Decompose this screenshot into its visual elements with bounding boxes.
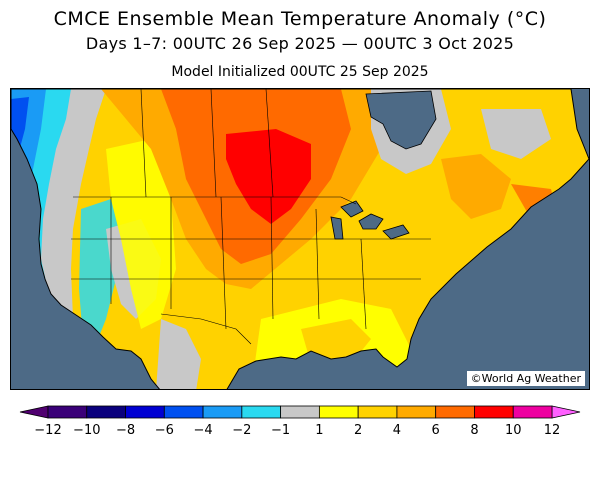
political-borders	[71, 89, 431, 345]
anomaly-colorbar: −12 −10 −8 −6 −4 −2 −1 1 2 4 6 8 10 12	[19, 405, 581, 438]
map-canvas	[11, 89, 589, 389]
colorbar-bin	[125, 405, 165, 419]
colorbar-tick-label: −6	[155, 423, 174, 438]
colorbar-low-extend	[19, 405, 49, 419]
colorbar-tick-label: 4	[393, 423, 401, 438]
colorbar-bin	[318, 405, 359, 419]
colorbar-tick-label: −10	[73, 423, 100, 438]
colorbar-bin	[396, 405, 437, 419]
colorbar-bin	[86, 405, 126, 419]
colorbar-tick-label: 8	[470, 423, 478, 438]
colorbar-tick-label: −8	[116, 423, 135, 438]
colorbar-bin	[512, 405, 553, 419]
colorbar-tick-label: −1	[271, 423, 290, 438]
colorbar-tick-label: −12	[34, 423, 61, 438]
forecast-period: Days 1–7: 00UTC 26 Sep 2025 — 00UTC 3 Oc…	[85, 34, 515, 53]
temperature-anomaly-map: ©World Ag Weather	[10, 88, 590, 390]
colorbar-tick-label: −2	[232, 423, 251, 438]
colorbar-bin	[280, 405, 320, 419]
hudson-bay	[365, 90, 437, 150]
great-lakes	[330, 200, 410, 240]
colorbar-tick-label: −4	[193, 423, 212, 438]
colorbar-high-extend	[551, 405, 581, 419]
colorbar-bin	[474, 405, 514, 419]
colorbar-tick-label: 10	[505, 423, 522, 438]
map-title: CMCE Ensemble Mean Temperature Anomaly (…	[53, 8, 547, 30]
colorbar-tick-label: 12	[544, 423, 561, 438]
colorbar-bin	[357, 405, 398, 419]
colorbar-bin	[435, 405, 475, 419]
colorbar-tick-label: 6	[432, 423, 440, 438]
colorbar-bin	[163, 405, 204, 419]
colorbar-tick-label: 2	[354, 423, 362, 438]
colorbar-bin	[47, 405, 88, 419]
colorbar-tick-label: 1	[315, 423, 323, 438]
copyright-credit: ©World Ag Weather	[466, 371, 585, 386]
colorbar-bin	[202, 405, 243, 419]
model-init-time: Model Initialized 00UTC 25 Sep 2025	[171, 64, 429, 80]
colorbar-bin	[241, 405, 282, 419]
